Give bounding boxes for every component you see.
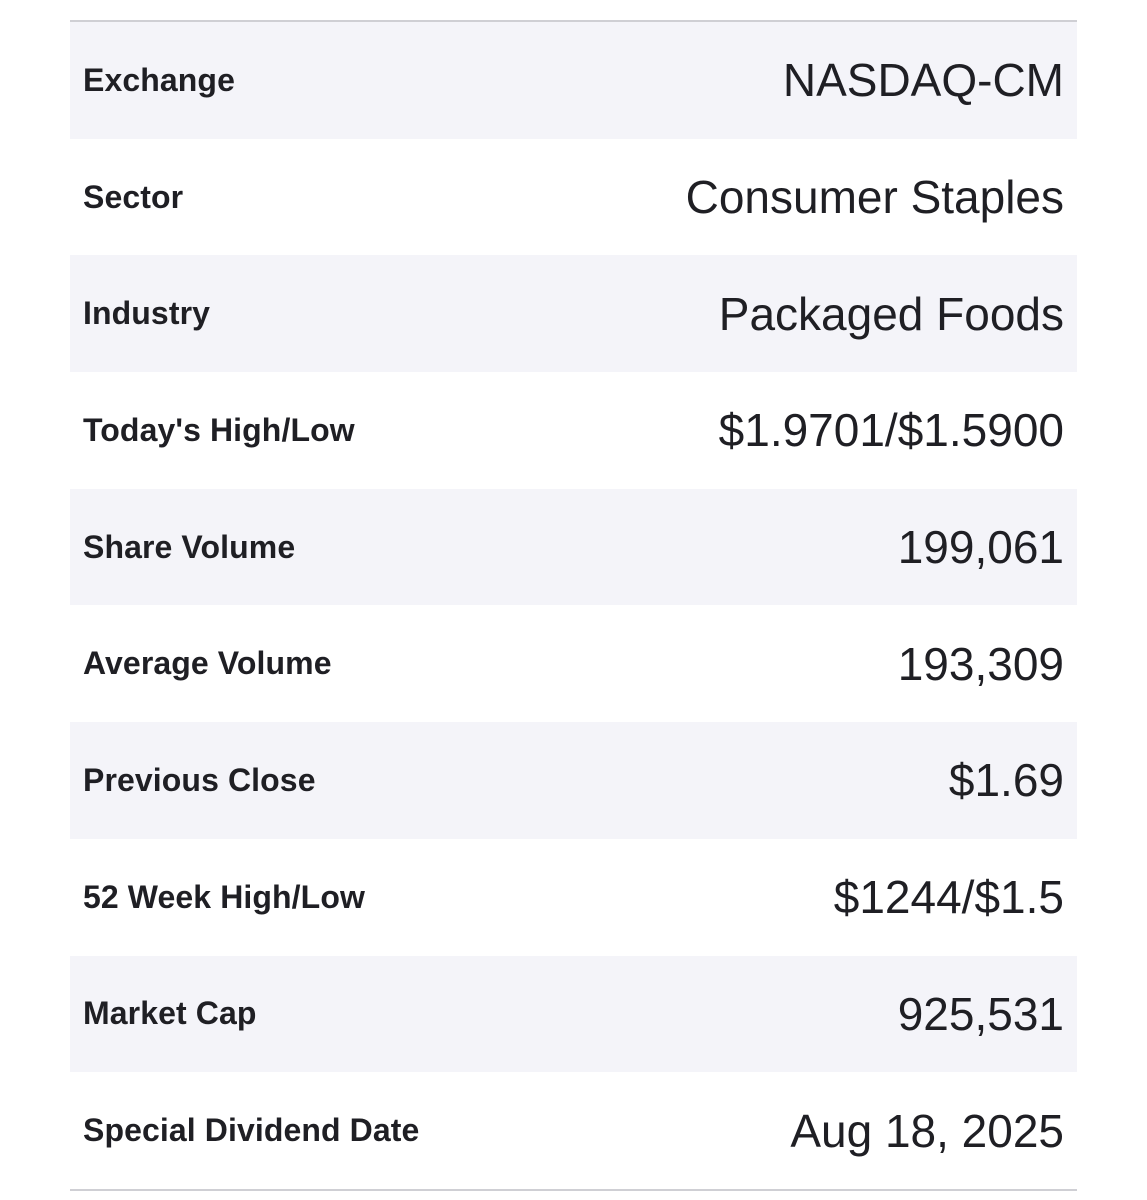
row-52-week-high-low: 52 Week High/Low $1244/$1.5	[70, 838, 1077, 956]
row-value: NASDAQ-CM	[782, 54, 1064, 107]
row-sector: Sector Consumer Staples	[70, 138, 1077, 256]
row-value: $1244/$1.5	[833, 871, 1064, 924]
row-label: Exchange	[83, 61, 235, 98]
row-label: Industry	[83, 295, 211, 332]
row-average-volume: Average Volume 193,309	[70, 605, 1077, 723]
row-value: 925,531	[897, 987, 1064, 1040]
row-value: $1.69	[948, 754, 1064, 807]
row-label: Special Dividend Date	[83, 1112, 420, 1149]
row-todays-high-low: Today's High/Low $1.9701/$1.5900	[70, 372, 1077, 489]
row-label: Market Cap	[83, 995, 257, 1032]
row-label: Average Volume	[83, 645, 332, 682]
row-value: 193,309	[897, 637, 1064, 690]
row-previous-close: Previous Close $1.69	[70, 722, 1077, 839]
row-value: Packaged Foods	[718, 287, 1064, 340]
row-value: $1.9701/$1.5900	[718, 404, 1064, 457]
row-market-cap: Market Cap 925,531	[70, 955, 1077, 1073]
stock-info-table: Exchange NASDAQ-CM Sector Consumer Stapl…	[70, 20, 1077, 1191]
row-share-volume: Share Volume 199,061	[70, 488, 1077, 606]
row-label: Today's High/Low	[83, 411, 355, 448]
row-value: Aug 18, 2025	[790, 1104, 1064, 1157]
row-industry: Industry Packaged Foods	[70, 255, 1077, 373]
row-exchange: Exchange NASDAQ-CM	[70, 22, 1077, 139]
row-label: 52 Week High/Low	[83, 878, 365, 915]
row-value: Consumer Staples	[685, 171, 1064, 224]
row-label: Sector	[83, 178, 184, 215]
row-label: Previous Close	[83, 761, 316, 798]
row-value: 199,061	[897, 521, 1064, 574]
row-label: Share Volume	[83, 528, 296, 565]
row-special-dividend-date: Special Dividend Date Aug 18, 2025	[70, 1072, 1077, 1189]
